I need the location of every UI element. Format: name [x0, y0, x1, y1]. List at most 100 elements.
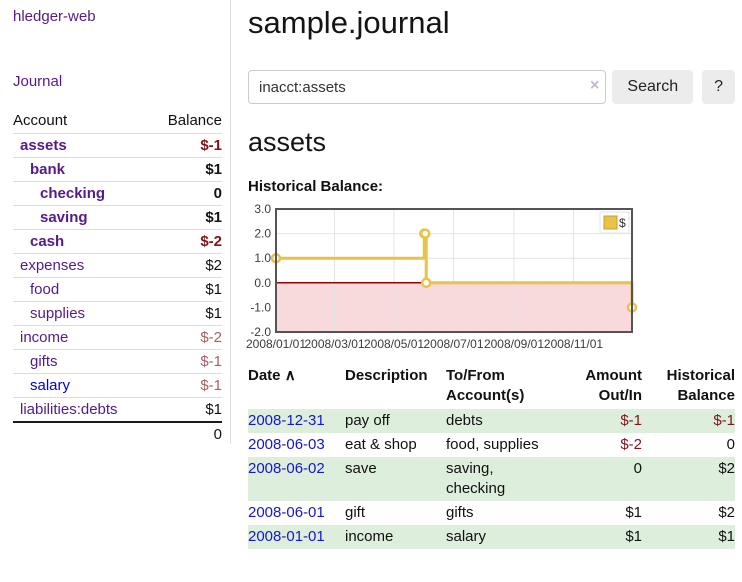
y-tick-label: 0.0 — [254, 276, 271, 290]
transaction-date-link[interactable]: 2008-12-31 — [248, 412, 325, 429]
account-row-cash: cash $-2 — [13, 229, 222, 254]
sort-asc-icon: ∧ — [284, 367, 296, 384]
transaction-description: income — [345, 528, 394, 545]
account-row-food: food $1 — [13, 277, 222, 302]
accounts-total-value: 0 — [150, 421, 222, 446]
y-tick-label: 3.0 — [254, 202, 271, 216]
account-link[interactable]: income — [20, 329, 69, 346]
clear-search-icon[interactable]: × — [590, 77, 600, 94]
y-tick-label: -2.0 — [250, 325, 271, 339]
account-row-checking: checking 0 — [13, 181, 222, 206]
account-row-gifts: gifts $-1 — [13, 349, 222, 374]
transaction-balance: $2 — [718, 504, 735, 521]
accounts-header-balance: Balance — [150, 110, 222, 134]
account-balance: $-1 — [150, 133, 222, 158]
account-row-supplies: supplies $1 — [13, 301, 222, 326]
account-link[interactable]: liabilities:debts — [20, 401, 118, 418]
account-balance: $-2 — [150, 325, 222, 350]
main-content: sample.journal × Search ? assets Histori… — [246, 0, 735, 549]
transaction-balance: 0 — [726, 436, 735, 453]
transaction-date-link[interactable]: 2008-01-01 — [248, 528, 325, 545]
brand-link[interactable]: hledger-web — [13, 8, 96, 25]
transaction-accounts: food, supplies — [446, 436, 539, 453]
search-input[interactable] — [248, 70, 607, 104]
transaction-date-link[interactable]: 2008-06-03 — [248, 436, 325, 453]
account-row-liabilities-debts: liabilities:debts $1 — [13, 397, 222, 423]
account-row-income: income $-2 — [13, 325, 222, 350]
account-link[interactable]: supplies — [30, 305, 86, 322]
column-header-accounts: To/From Account(s) — [446, 367, 525, 404]
x-tick-label: 2008/01/01 — [246, 337, 306, 351]
column-header-description: Description — [345, 367, 428, 384]
transaction-amount: $-2 — [620, 436, 642, 453]
transaction-amount: $1 — [625, 504, 642, 521]
search-button[interactable]: Search — [612, 70, 694, 104]
transaction-description: save — [345, 460, 377, 477]
accounts-header-row: Account Balance — [13, 110, 222, 134]
chart-canvas: $3.0 2.0 1.0 0.0 -1.0 -2.02008/01/012008/03/0… — [246, 202, 638, 351]
account-balance: $1 — [150, 157, 222, 182]
data-point — [419, 228, 431, 239]
transaction-row: 2008-01-01 income salary $1 $1 — [248, 525, 735, 549]
transaction-date-link[interactable]: 2008-06-02 — [248, 460, 325, 477]
transaction-date-link[interactable]: 2008-06-01 — [248, 504, 325, 521]
account-link[interactable]: checking — [40, 185, 106, 202]
account-balance: 0 — [150, 181, 222, 206]
account-row-assets: assets $-1 — [13, 133, 222, 158]
account-balance: $1 — [150, 301, 222, 326]
data-point — [420, 277, 432, 289]
account-balance: $-1 — [150, 349, 222, 374]
account-link[interactable]: food — [30, 281, 60, 298]
account-link[interactable]: assets — [20, 137, 67, 154]
legend-swatch — [603, 215, 618, 230]
accounts-header-account: Account — [13, 110, 151, 134]
accounts-table: Account Balance assets $-1 bank $1 checking 0… — [13, 110, 222, 446]
account-link[interactable]: expenses — [20, 257, 85, 274]
column-header-date[interactable]: Date ∧ — [248, 367, 296, 384]
account-row-bank: bank $1 — [13, 157, 222, 182]
column-header-amount: Amount Out/In — [585, 367, 642, 404]
transaction-row: 2008-06-03 eat & shop food, supplies $-2 0 — [248, 433, 735, 457]
account-link[interactable]: gifts — [30, 353, 58, 370]
transaction-amount: 0 — [633, 460, 642, 477]
historical-balance-chart: $3.0 2.0 1.0 0.0 -1.0 -2.0 2008/01/01 2008/03/0… — [246, 201, 642, 353]
transaction-row: 2008-06-01 gift gifts $1 $2 — [248, 501, 735, 525]
transaction-accounts: gifts — [446, 504, 474, 521]
account-heading: assets — [248, 127, 327, 157]
x-tick-label: 2008/03/01 — [304, 337, 364, 351]
account-link[interactable]: bank — [30, 161, 66, 178]
column-header-balance: Historical Balance — [666, 367, 735, 404]
transaction-accounts: saving, checking — [446, 460, 506, 497]
account-balance: $1 — [150, 205, 222, 230]
account-link[interactable]: salary — [30, 377, 71, 394]
transaction-balance: $2 — [718, 460, 735, 477]
account-balance: $-1 — [150, 373, 222, 398]
register-table: Date ∧ Description To/From Account(s) Am… — [248, 365, 735, 549]
x-tick-label: 2008/11/01 — [544, 337, 603, 351]
transaction-description: gift — [345, 504, 366, 521]
sidebar: hledger-web Journal Account Balance asse… — [0, 0, 231, 446]
transaction-balance: $1 — [718, 528, 735, 545]
help-button[interactable]: ? — [702, 70, 735, 104]
account-balance: $-2 — [150, 229, 222, 254]
page-title: sample.journal — [248, 5, 450, 40]
sidebar-item-journal[interactable]: Journal — [13, 73, 63, 90]
x-tick-label: 2008/09/01 — [484, 337, 544, 351]
account-balance: $1 — [150, 277, 222, 302]
search-form: × Search ? — [248, 70, 735, 104]
transaction-accounts: salary — [446, 528, 487, 545]
x-tick-label: 2008/07/01 — [423, 337, 483, 351]
account-row-salary: salary $-1 — [13, 373, 222, 398]
chart-title: Historical Balance: — [248, 178, 384, 195]
y-tick-label: 1.0 — [254, 251, 271, 265]
y-tick-label: 2.0 — [254, 227, 271, 241]
account-link[interactable]: cash — [30, 233, 65, 250]
plot-border — [275, 208, 633, 333]
account-balance: $2 — [150, 253, 222, 278]
x-tick-label: 2008/05/01 — [364, 337, 424, 351]
accounts-total-row: 0 — [13, 421, 222, 446]
account-balance: $1 — [150, 397, 222, 423]
account-row-saving: saving $1 — [13, 205, 222, 230]
account-link[interactable]: saving — [40, 209, 88, 226]
transaction-row: 2008-12-31 pay off debts $-1 $-1 — [248, 409, 735, 433]
